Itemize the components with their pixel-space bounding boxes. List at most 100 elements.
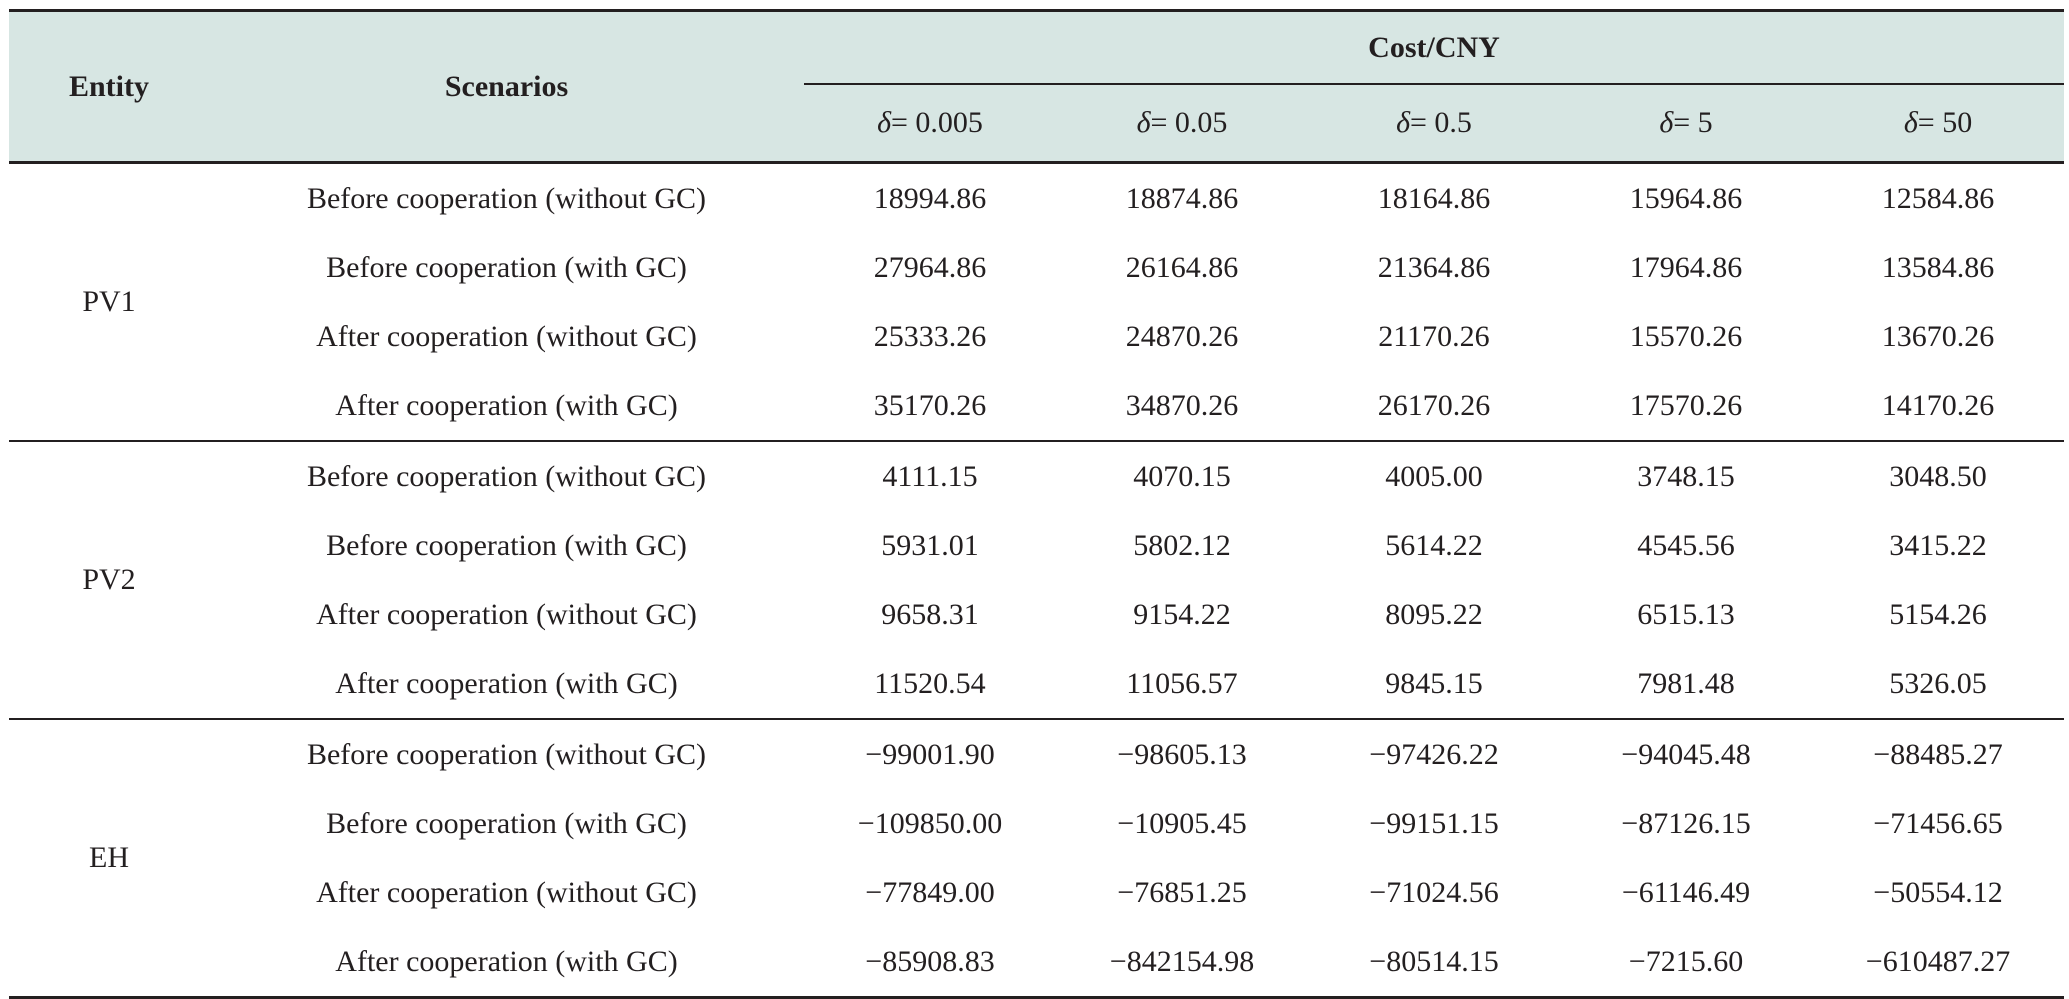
value-cell: −85908.83 xyxy=(865,944,995,978)
delta-header: δ= 0.005 xyxy=(804,84,1056,163)
value-cell: 9658.31 xyxy=(881,597,979,631)
scenario-cell: Before cooperation (with GC) xyxy=(326,806,687,840)
scenarios-header: Scenarios xyxy=(444,69,569,103)
delta-header: δ= 50 xyxy=(1812,84,2064,163)
value-cell: 18874.86 xyxy=(1125,181,1239,215)
table-row: Before cooperation (with GC) 27964.86 26… xyxy=(9,233,2064,302)
delta-header: δ= 0.5 xyxy=(1308,84,1560,163)
delta-header: δ= 0.05 xyxy=(1056,84,1308,163)
table-row: After cooperation (with GC) 11520.54 110… xyxy=(9,649,2064,719)
value-cell: 3748.15 xyxy=(1637,459,1735,493)
table-row: After cooperation (without GC) −77849.00… xyxy=(9,858,2064,927)
entity-cell: EH xyxy=(89,841,129,874)
value-cell: −94045.48 xyxy=(1621,737,1751,771)
table-row: After cooperation (with GC) −85908.83 −8… xyxy=(9,927,2064,998)
value-cell: −7215.60 xyxy=(1628,944,1744,978)
value-cell: 17570.26 xyxy=(1629,388,1743,422)
value-cell: −842154.98 xyxy=(1109,944,1255,978)
table-row: PV1 Before cooperation (without GC) 1899… xyxy=(9,163,2064,319)
value-cell: 18164.86 xyxy=(1377,181,1491,215)
value-cell: 13670.26 xyxy=(1881,319,1995,353)
value-cell: 7981.48 xyxy=(1637,666,1735,700)
value-cell: −99151.15 xyxy=(1369,806,1499,840)
table-row: Before cooperation (with GC) −109850.00 … xyxy=(9,789,2064,858)
cost-group-header: Cost/CNY xyxy=(804,10,2065,85)
value-cell: −88485.27 xyxy=(1873,737,2003,771)
value-cell: 12584.86 xyxy=(1881,181,1995,215)
table-header: Entity Scenarios Cost/CNY δ= 0.005 δ= 0.… xyxy=(9,10,2065,163)
scenario-cell: After cooperation (without GC) xyxy=(316,319,697,353)
value-cell: 4005.00 xyxy=(1385,459,1483,493)
value-cell: −71456.65 xyxy=(1873,806,2003,840)
table-row: Before cooperation (with GC) 5931.01 580… xyxy=(9,511,2064,580)
cost-table: Entity Scenarios Cost/CNY δ= 0.005 δ= 0.… xyxy=(9,9,2065,999)
value-cell: 25333.26 xyxy=(873,319,987,353)
value-cell: 11056.57 xyxy=(1126,666,1238,700)
delta-value: = 5 xyxy=(1673,106,1713,139)
delta-value: = 50 xyxy=(1917,106,1973,139)
value-cell: −98605.13 xyxy=(1117,737,1247,771)
value-cell: 21170.26 xyxy=(1378,319,1490,353)
entity-header: Entity xyxy=(68,69,149,103)
value-cell: 35170.26 xyxy=(873,388,987,422)
group-pv2: PV2 Before cooperation (without GC) 4111… xyxy=(9,441,2065,719)
scenario-cell: After cooperation (with GC) xyxy=(335,666,678,700)
value-cell: −97426.22 xyxy=(1369,737,1499,771)
scenario-cell: Before cooperation (with GC) xyxy=(326,528,687,562)
delta-symbol: δ xyxy=(1659,106,1674,139)
value-cell: 26164.86 xyxy=(1125,250,1239,284)
value-cell: 15570.26 xyxy=(1629,319,1743,353)
scenario-cell: After cooperation (without GC) xyxy=(316,875,697,909)
value-cell: −87126.15 xyxy=(1621,806,1751,840)
value-cell: 9845.15 xyxy=(1385,666,1483,700)
value-cell: 26170.26 xyxy=(1377,388,1491,422)
table-row: After cooperation (with GC) 35170.26 348… xyxy=(9,371,2064,441)
value-cell: 5154.26 xyxy=(1889,597,1987,631)
scenario-cell: Before cooperation (without GC) xyxy=(306,459,707,493)
value-cell: 11520.54 xyxy=(874,666,986,700)
value-cell: 24870.26 xyxy=(1125,319,1239,353)
value-cell: −610487.27 xyxy=(1865,944,2011,978)
delta-value: = 0.5 xyxy=(1410,106,1472,139)
value-cell: −77849.00 xyxy=(865,875,995,909)
entity-cell: PV1 xyxy=(82,285,136,318)
value-cell: 34870.26 xyxy=(1125,388,1239,422)
value-cell: 4545.56 xyxy=(1637,528,1735,562)
value-cell: −99001.90 xyxy=(865,737,995,771)
table-row: After cooperation (without GC) 9658.31 9… xyxy=(9,580,2064,649)
value-cell: 21364.86 xyxy=(1377,250,1491,284)
value-cell: 5326.05 xyxy=(1889,666,1987,700)
value-cell: 8095.22 xyxy=(1385,597,1483,631)
entity-cell: PV2 xyxy=(82,563,136,596)
group-eh: EH Before cooperation (without GC) −9900… xyxy=(9,719,2065,998)
value-cell: 5931.01 xyxy=(881,528,979,562)
delta-symbol: δ xyxy=(1903,106,1918,139)
value-cell: 4111.15 xyxy=(882,459,978,493)
scenario-cell: Before cooperation (with GC) xyxy=(326,250,687,284)
delta-symbol: δ xyxy=(877,106,892,139)
value-cell: −10905.45 xyxy=(1117,806,1247,840)
scenario-cell: After cooperation (without GC) xyxy=(316,597,697,631)
value-cell: −71024.56 xyxy=(1369,875,1499,909)
value-cell: 4070.15 xyxy=(1133,459,1231,493)
table-row: PV2 Before cooperation (without GC) 4111… xyxy=(9,441,2064,597)
value-cell: 3048.50 xyxy=(1889,459,1987,493)
value-cell: −80514.15 xyxy=(1369,944,1499,978)
value-cell: 27964.86 xyxy=(873,250,987,284)
value-cell: −76851.25 xyxy=(1117,875,1247,909)
value-cell: 17964.86 xyxy=(1629,250,1743,284)
value-cell: 18994.86 xyxy=(873,181,987,215)
table-row: EH Before cooperation (without GC) −9900… xyxy=(9,719,2064,875)
value-cell: 3415.22 xyxy=(1889,528,1987,562)
value-cell: 14170.26 xyxy=(1881,388,1995,422)
value-cell: 9154.22 xyxy=(1133,597,1231,631)
value-cell: 13584.86 xyxy=(1881,250,1995,284)
scenario-cell: Before cooperation (without GC) xyxy=(306,181,707,215)
delta-header: δ= 5 xyxy=(1560,84,1812,163)
value-cell: 5802.12 xyxy=(1133,528,1231,562)
table-row: After cooperation (without GC) 25333.26 … xyxy=(9,302,2064,371)
delta-value: = 0.05 xyxy=(1150,106,1228,139)
group-pv1: PV1 Before cooperation (without GC) 1899… xyxy=(9,163,2065,441)
value-cell: −109850.00 xyxy=(857,806,1003,840)
value-cell: 15964.86 xyxy=(1629,181,1743,215)
